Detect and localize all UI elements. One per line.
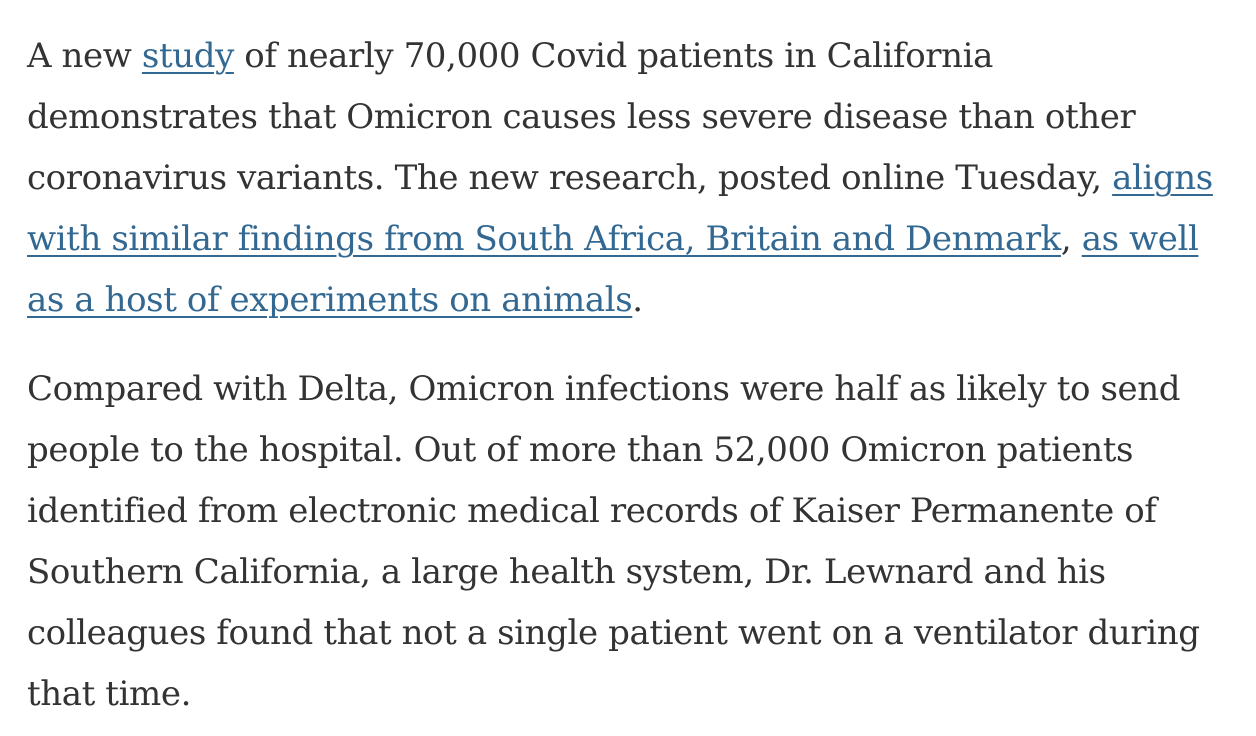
paragraph-1-lead: A new [27,36,142,76]
paragraph-1-end: . [632,280,643,320]
article-body: A new study of nearly 70,000 Covid patie… [27,26,1232,725]
paragraph-2: Compared with Delta, Omicron infections … [27,369,1200,714]
paragraph-1-comma: , [1060,219,1082,259]
similar-findings-link[interactable]: aligns with similar findings from South … [27,158,1213,259]
study-link[interactable]: study [141,36,234,76]
paragraph-1-body: of nearly 70,000 Covid patients in Calif… [27,36,1136,198]
paragraph-1: A new study of nearly 70,000 Covid patie… [27,26,1232,331]
animal-experiments-link[interactable]: as well as a host of experiments on anim… [27,219,1199,320]
